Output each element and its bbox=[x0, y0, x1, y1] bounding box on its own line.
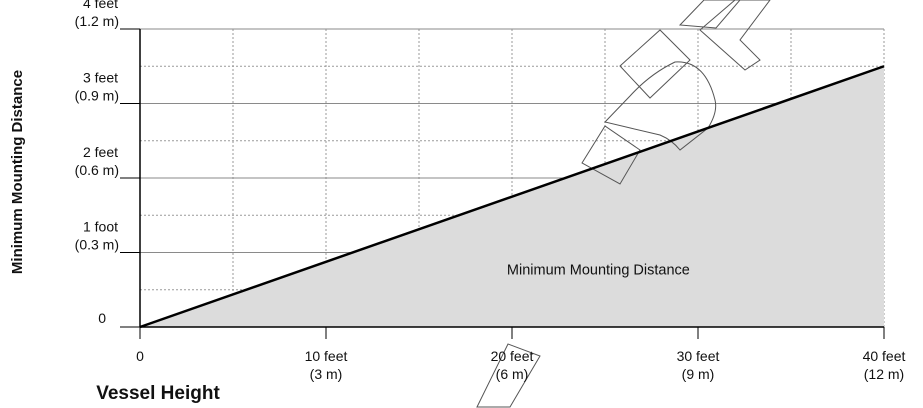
y-tick-label: 1 foot bbox=[83, 219, 118, 235]
y-tick-sublabel: (0.9 m) bbox=[75, 88, 119, 104]
y-tick-label: 2 feet bbox=[83, 144, 118, 160]
area-annotation: Minimum Mounting Distance bbox=[507, 263, 690, 279]
proof-watermark bbox=[476, 0, 771, 408]
x-tick-sublabel: (12 m) bbox=[864, 366, 904, 382]
x-tick-label: 20 feet bbox=[491, 348, 534, 364]
x-axis-title: Vessel Height bbox=[96, 383, 220, 404]
x-tick-label: 0 bbox=[136, 348, 144, 364]
y-tick-sublabel: (1.2 m) bbox=[75, 13, 119, 29]
x-tick-sublabel: (3 m) bbox=[310, 366, 343, 382]
y-axis-title: Minimum Mounting Distance bbox=[9, 70, 26, 274]
x-tick-sublabel: (6 m) bbox=[496, 366, 529, 382]
y-tick-sublabel: (0.3 m) bbox=[75, 237, 119, 253]
y-tick-label: 4 feet bbox=[83, 0, 118, 11]
series-line bbox=[139, 65, 885, 329]
labels-layer: 0 1 foot (0.3 m) 2 feet (0.6 m) 3 feet (0.9 m)… bbox=[9, 0, 906, 404]
y-tick-sublabel: (0.6 m) bbox=[75, 162, 119, 178]
line-layer bbox=[139, 65, 885, 329]
x-tick-label: 10 feet bbox=[305, 348, 348, 364]
x-tick-sublabel: (9 m) bbox=[682, 366, 715, 382]
x-tick-label: 40 feet bbox=[863, 348, 906, 364]
y-tick-label: 3 feet bbox=[83, 70, 118, 86]
x-tick-label: 30 feet bbox=[677, 348, 720, 364]
y-tick-label: 0 bbox=[98, 310, 106, 326]
axes-layer bbox=[120, 28, 885, 339]
